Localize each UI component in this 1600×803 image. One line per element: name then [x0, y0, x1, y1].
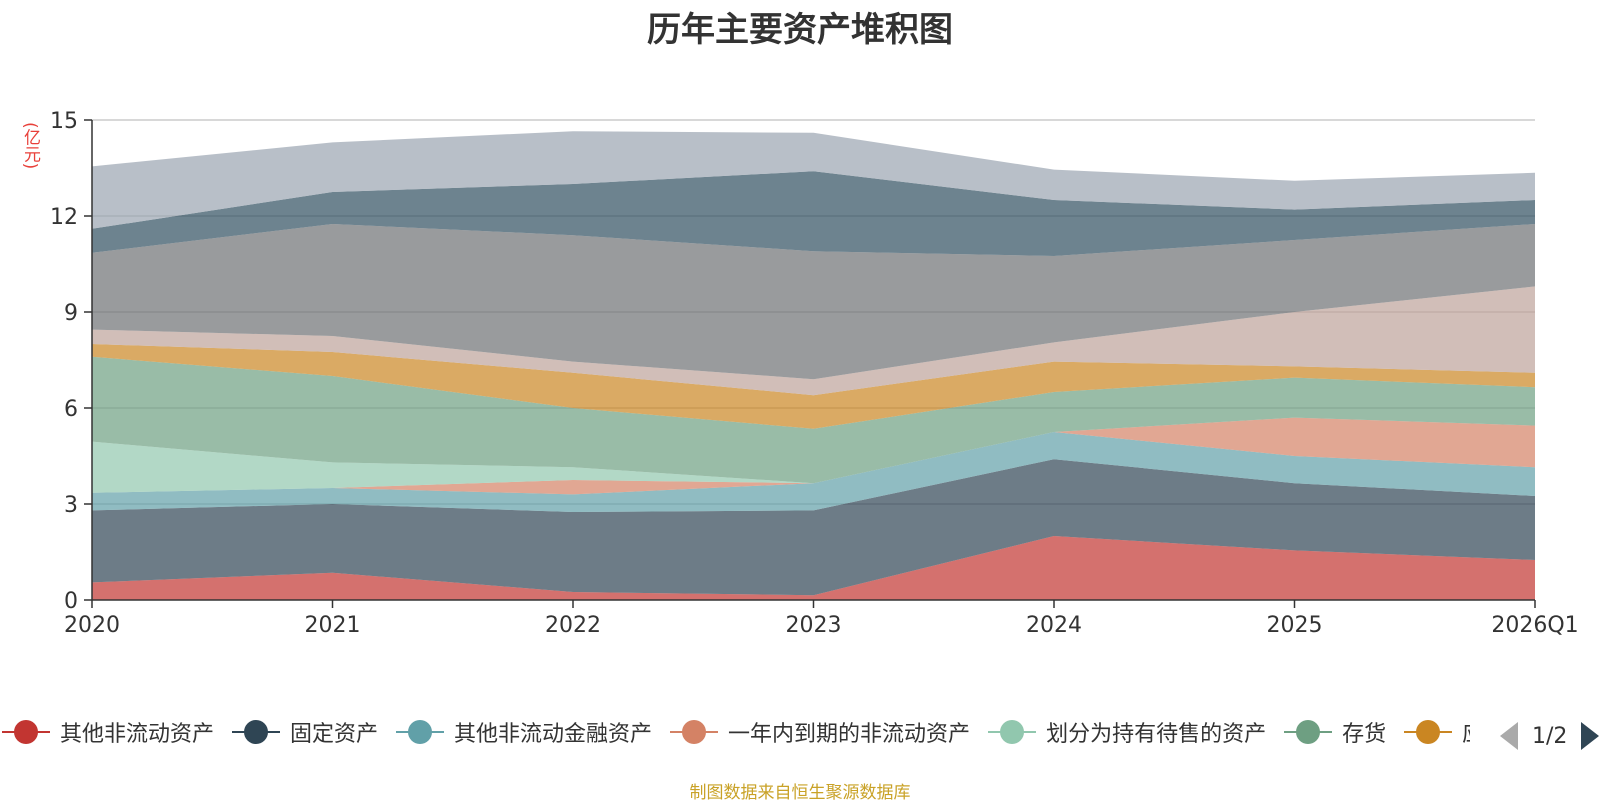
legend-label: 固定资产: [290, 722, 379, 747]
legend-marker-icon: [1404, 719, 1453, 745]
legend-marker-icon: [2, 719, 50, 745]
legend-next-icon[interactable]: [1581, 722, 1600, 750]
legend-item-5[interactable]: 存货: [1284, 716, 1386, 748]
legend-marker-icon: [670, 719, 719, 745]
y-tick-label: 9: [64, 301, 78, 326]
area-series-8: [92, 224, 1535, 380]
legend-marker-icon: [396, 719, 445, 745]
area-series-10: [92, 131, 1535, 229]
legend-item-2[interactable]: 其他非流动金融资产: [396, 716, 652, 748]
chart-title: 历年主要资产堆积图: [647, 10, 953, 50]
area-series-1: [92, 459, 1535, 596]
area-series-7: [92, 286, 1535, 396]
data-source-note: 制图数据来自恒生聚源数据库: [689, 783, 911, 803]
y-tick-label: 3: [64, 493, 78, 518]
legend-item-4[interactable]: 划分为持有待售的资产: [988, 716, 1266, 748]
x-tick-label: 2021: [305, 613, 361, 638]
area-series-4: [92, 417, 1535, 493]
legend-item-1[interactable]: 固定资产: [232, 716, 378, 748]
area-series-2: [92, 432, 1535, 512]
y-axis-unit-label: (亿元): [20, 122, 40, 170]
legend-marker-icon: [232, 719, 281, 745]
x-tick-label: 2023: [786, 613, 842, 638]
area-series-3: [92, 417, 1535, 495]
legend-label: 一年内到期的非流动资产: [728, 722, 971, 747]
legend-label: 其他非流动金融资产: [454, 722, 653, 747]
x-tick-label: 2020: [64, 613, 120, 638]
legend-marker-icon: [1284, 719, 1333, 745]
legend-label: 应收账款: [1462, 716, 1470, 748]
legend-item-0[interactable]: 其他非流动资产: [2, 716, 214, 748]
y-tick-label: 12: [50, 205, 78, 230]
area-series-5: [92, 356, 1535, 484]
legend: 其他非流动资产 固定资产 其他非流动金融资产 一年内到期的非流动资产 划分为持有待售的资…: [0, 716, 1470, 756]
y-tick-label: 6: [64, 397, 78, 422]
area-series-0: [92, 536, 1535, 600]
legend-marker-icon: [988, 719, 1037, 745]
legend-label: 划分为持有待售的资产: [1046, 722, 1267, 747]
area-series-9: [92, 171, 1535, 256]
x-tick-label: 2025: [1267, 613, 1323, 638]
x-tick-label: 2024: [1026, 613, 1082, 638]
legend-page-indicator: 1/2: [1532, 723, 1568, 749]
legend-label: 存货: [1342, 722, 1387, 747]
legend-label: 其他非流动资产: [60, 722, 215, 747]
y-tick-label: 0: [64, 589, 78, 614]
legend-item-3[interactable]: 一年内到期的非流动资产: [670, 716, 970, 748]
x-tick-label: 2022: [545, 613, 601, 638]
x-tick-label: 2026Q1: [1491, 613, 1578, 638]
y-tick-label: 15: [50, 109, 78, 134]
legend-item-6[interactable]: 应收账款: [1404, 716, 1470, 748]
stacked-area-chart: 0 3 6 9 12 15 2020 2021 2022 2023 2024 2025 2026Q1: [50, 109, 1579, 638]
legend-prev-icon[interactable]: [1500, 722, 1518, 750]
area-series-6: [92, 344, 1535, 429]
legend-pager: 1/2: [1500, 716, 1600, 756]
